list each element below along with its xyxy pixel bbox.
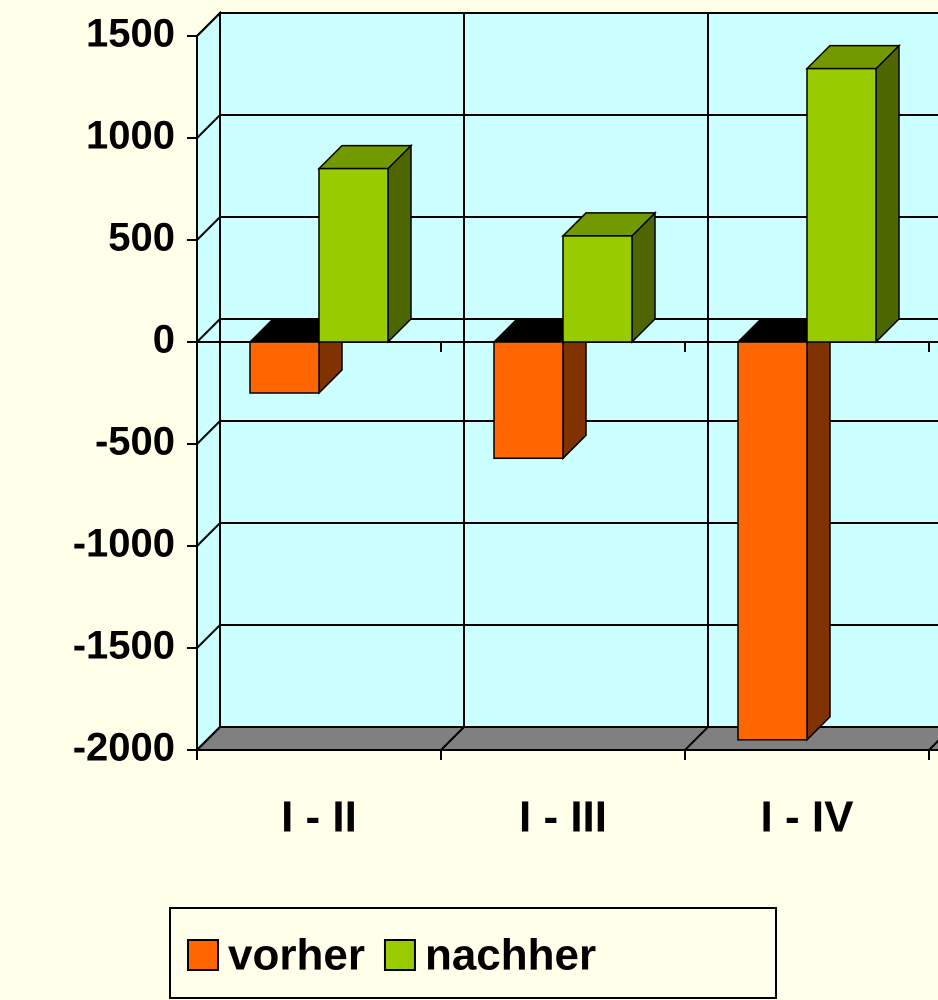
bar-side bbox=[806, 317, 831, 742]
y-tick-label: -2000 bbox=[73, 726, 175, 770]
y-tick-label: 1000 bbox=[86, 114, 175, 158]
x-tick-label: I - III bbox=[519, 793, 607, 842]
grid-line bbox=[196, 522, 938, 547]
bar bbox=[737, 341, 808, 741]
grid-line bbox=[196, 624, 938, 649]
bar-side bbox=[875, 43, 900, 344]
x-tick-label: I - IV bbox=[761, 793, 855, 842]
legend-swatch bbox=[187, 939, 219, 971]
grid-line bbox=[196, 420, 938, 445]
legend-swatch bbox=[383, 939, 416, 971]
grid-line bbox=[196, 12, 938, 37]
grid-line bbox=[196, 726, 938, 751]
legend-label: nachher bbox=[425, 931, 596, 980]
floor-divider bbox=[440, 726, 465, 751]
y-tick-label: 500 bbox=[108, 216, 175, 260]
bar bbox=[806, 67, 877, 343]
y-tick-label: -1000 bbox=[73, 522, 175, 566]
y-tick-label: -500 bbox=[95, 420, 175, 464]
bar bbox=[493, 341, 564, 460]
legend-box bbox=[169, 907, 777, 999]
y-tick-label: 0 bbox=[153, 318, 175, 362]
x-tick-label: I - II bbox=[281, 793, 357, 842]
bar bbox=[318, 167, 389, 343]
bar-side bbox=[387, 143, 412, 344]
grid-line bbox=[196, 216, 938, 241]
floor bbox=[194, 726, 938, 751]
legend-label: vorher bbox=[228, 931, 365, 980]
grid-line bbox=[196, 114, 938, 139]
side-wall bbox=[196, 10, 221, 753]
floor-divider bbox=[684, 726, 709, 751]
y-tick-label: 1500 bbox=[86, 12, 175, 56]
bar bbox=[562, 235, 633, 343]
bar bbox=[249, 341, 320, 394]
grid-line bbox=[196, 318, 938, 343]
floor-divider bbox=[928, 739, 938, 751]
y-tick-label: -1500 bbox=[73, 624, 175, 668]
